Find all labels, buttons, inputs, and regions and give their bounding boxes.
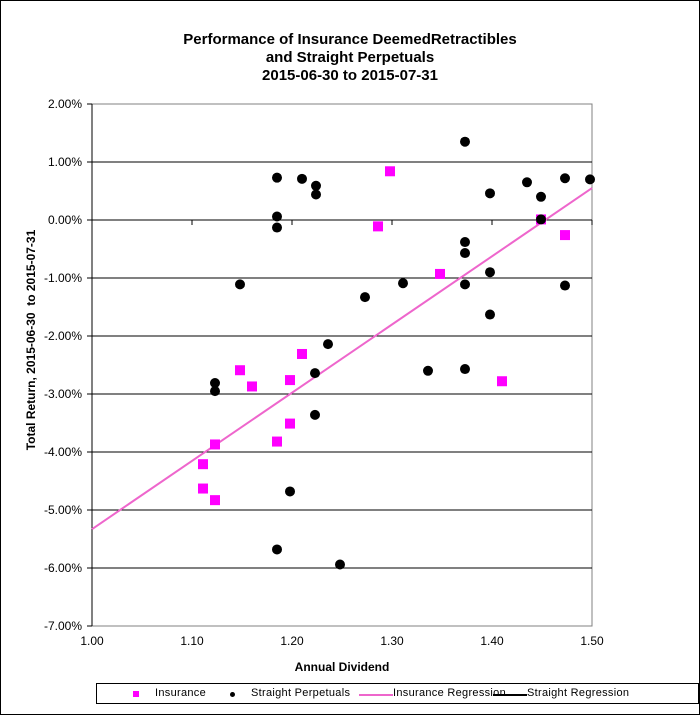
y-tick-label: -7.00% <box>44 619 82 633</box>
y-tick-label: -1.00% <box>44 271 82 285</box>
insurance-point <box>247 381 257 392</box>
straight-perpetual-point <box>285 486 295 497</box>
chart-title-line-3: 2015-06-30 to 2015-07-31 <box>262 67 438 84</box>
insurance-point <box>272 436 282 447</box>
y-axis-label: Total Return, 2015-06-30 to 2015-07-31 <box>24 229 38 451</box>
insurance-point <box>373 221 383 232</box>
insurance-point <box>297 348 307 359</box>
legend-insurance-regression-label: Insurance Regression <box>393 687 507 699</box>
straight-perpetual-point <box>522 177 532 188</box>
straight-perpetual-point <box>310 409 320 420</box>
straight-perpetual-point <box>460 364 470 375</box>
chart-title-line-2: and Straight Perpetuals <box>265 49 435 66</box>
straight-perpetual-point <box>398 278 408 289</box>
chart-title-line-1: Performance of Insurance DeemedRetractib… <box>183 31 517 48</box>
insurance-point <box>198 459 208 470</box>
straight-perpetual-point <box>235 279 245 290</box>
straight-perpetual-point <box>311 189 321 200</box>
regression-line <box>91 187 593 530</box>
y-tick-label: -5.00% <box>44 503 82 517</box>
straight-perpetual-point <box>485 267 495 278</box>
straight-perpetual-point <box>297 173 307 184</box>
x-tick-label: 1.20 <box>280 634 304 648</box>
x-axis-label: Annual Dividend <box>294 660 390 674</box>
straight-perpetual-point <box>536 191 546 202</box>
insurance-point <box>560 230 570 241</box>
straight-perpetual-point <box>460 248 470 259</box>
insurance-point <box>210 439 220 450</box>
legend-straight-label: Straight Perpetuals <box>251 687 351 699</box>
straight-perpetual-point <box>460 136 470 147</box>
x-tick-label: 1.50 <box>580 634 604 648</box>
straight-perpetual-point <box>485 309 495 320</box>
y-tick-label: 1.00% <box>48 155 82 169</box>
straight-perpetual-point <box>335 559 345 570</box>
y-tick-label: 0.00% <box>48 213 82 227</box>
insurance-point <box>435 268 445 279</box>
x-tick-label: 1.40 <box>480 634 504 648</box>
insurance-point <box>385 166 395 177</box>
x-tick-label: 1.30 <box>380 634 404 648</box>
insurance-point <box>285 418 295 429</box>
y-tick-label: -2.00% <box>44 329 82 343</box>
straight-perpetual-point <box>272 222 282 233</box>
x-tick-label: 1.10 <box>180 634 204 648</box>
y-tick-label: -3.00% <box>44 387 82 401</box>
legend-insurance-label: Insurance <box>155 687 207 699</box>
y-tick-label: -6.00% <box>44 561 82 575</box>
insurance-point <box>210 495 220 506</box>
straight-perpetual-point <box>585 174 595 185</box>
straight-perpetual-point <box>560 280 570 291</box>
straight-perpetual-point <box>272 172 282 183</box>
plot-area <box>91 103 593 627</box>
legend-insurance-regression-line <box>359 694 393 696</box>
legend: Insurance Straight Perpetuals Insurance … <box>96 683 699 704</box>
legend-straight-marker <box>230 692 235 697</box>
legend-insurance-marker <box>133 691 139 697</box>
straight-perpetual-point <box>323 339 333 350</box>
insurance-point <box>285 375 295 386</box>
legend-straight-regression-line <box>493 694 527 696</box>
straight-perpetual-point <box>272 544 282 555</box>
straight-perpetual-point <box>423 365 433 376</box>
straight-perpetual-point <box>460 279 470 290</box>
legend-straight-regression-label: Straight Regression <box>527 687 630 699</box>
x-tick-label: 1.00 <box>80 634 104 648</box>
y-tick-label: 2.00% <box>48 97 82 111</box>
straight-perpetual-point <box>485 188 495 199</box>
straight-perpetual-point <box>272 211 282 222</box>
straight-perpetual-point <box>210 386 220 397</box>
straight-perpetual-point <box>310 368 320 379</box>
straight-perpetual-point <box>536 214 546 225</box>
straight-perpetual-point <box>560 173 570 184</box>
insurance-point <box>235 365 245 376</box>
y-tick-label: -4.00% <box>44 445 82 459</box>
straight-perpetual-point <box>311 180 321 191</box>
straight-perpetual-point <box>210 377 220 388</box>
straight-perpetual-point <box>360 292 370 303</box>
insurance-point <box>198 483 208 494</box>
insurance-point <box>497 376 507 387</box>
straight-perpetual-point <box>460 237 470 248</box>
